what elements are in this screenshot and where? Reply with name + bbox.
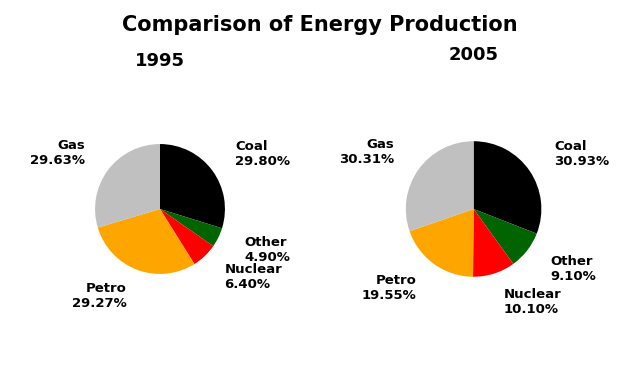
Text: Gas
30.31%: Gas 30.31% (339, 139, 394, 166)
Wedge shape (474, 209, 537, 264)
Wedge shape (95, 144, 160, 228)
Wedge shape (98, 209, 195, 274)
Wedge shape (160, 144, 225, 228)
Text: Coal
30.93%: Coal 30.93% (554, 140, 609, 168)
Text: Comparison of Energy Production: Comparison of Energy Production (122, 15, 518, 36)
Text: Coal
29.80%: Coal 29.80% (236, 140, 291, 168)
Wedge shape (474, 141, 541, 234)
Wedge shape (160, 209, 213, 264)
Title: 1995: 1995 (135, 51, 185, 70)
Text: Petro
29.27%: Petro 29.27% (72, 283, 127, 310)
Wedge shape (406, 141, 474, 231)
Wedge shape (473, 209, 513, 277)
Text: Other
9.10%: Other 9.10% (551, 255, 596, 283)
Wedge shape (160, 209, 222, 246)
Title: 2005: 2005 (449, 46, 499, 64)
Wedge shape (410, 209, 474, 277)
Text: Gas
29.63%: Gas 29.63% (30, 139, 85, 167)
Text: Other
4.90%: Other 4.90% (244, 236, 290, 264)
Text: Nuclear
6.40%: Nuclear 6.40% (225, 263, 282, 291)
Text: Petro
19.55%: Petro 19.55% (362, 274, 417, 302)
Text: Nuclear
10.10%: Nuclear 10.10% (503, 288, 561, 316)
